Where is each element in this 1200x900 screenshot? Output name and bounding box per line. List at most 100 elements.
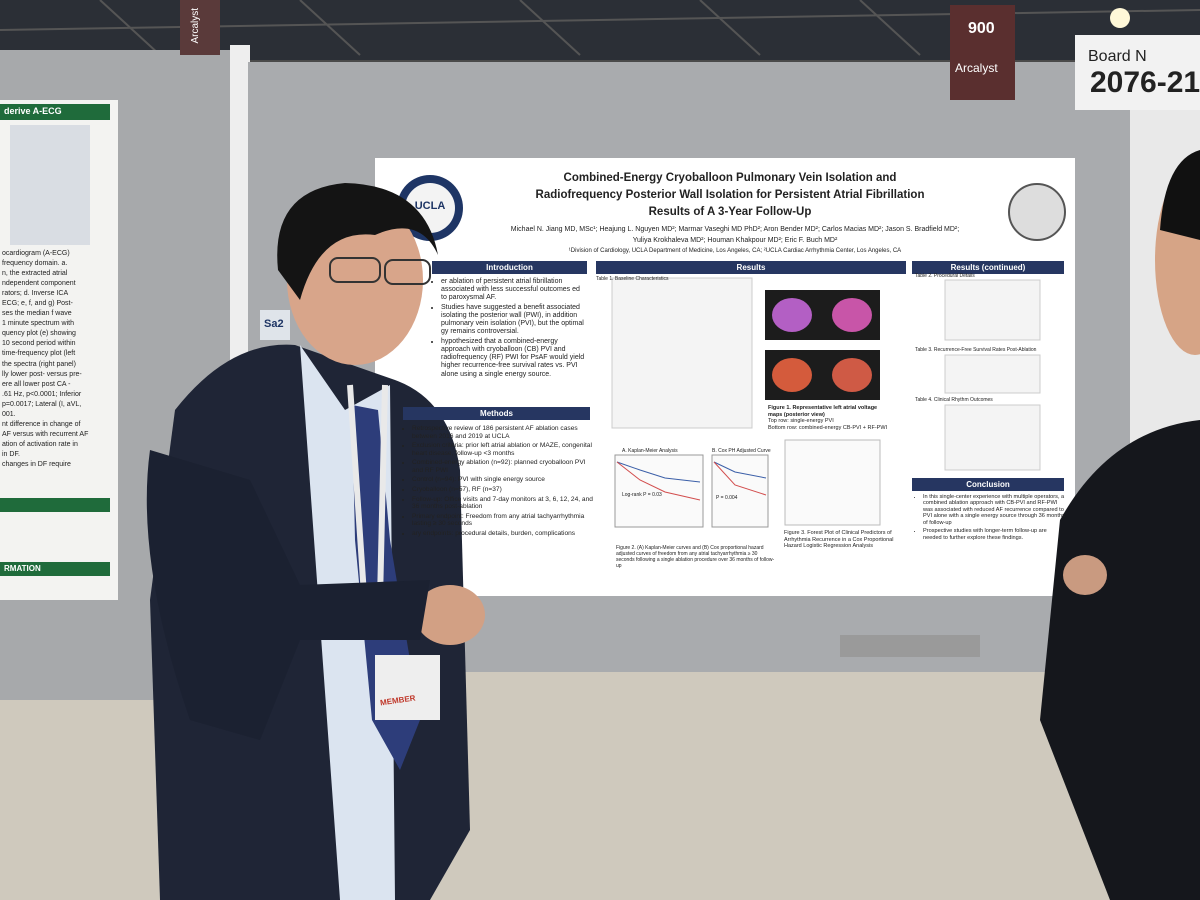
curve <box>616 461 701 483</box>
hair <box>277 183 438 300</box>
hands <box>415 585 485 645</box>
bullet-list: Retrospective review of 186 persistent A… <box>403 425 593 538</box>
attendee <box>1040 150 1200 900</box>
table-2 <box>944 279 1041 341</box>
caption-line: Bottom row: combined-energy CB-PVI + RF-… <box>768 424 888 431</box>
method-bullet: Combined-energy ablation (n=92): planned… <box>412 459 593 474</box>
table-caption: Table 2. Procedural Details <box>915 273 975 279</box>
method-bullet: Control (n=94): PVI with single energy s… <box>412 476 593 484</box>
text-line: ECG; e, f, and g) Post- <box>2 300 73 308</box>
text-line: 1 minute spectrum with <box>2 320 74 328</box>
board-sign <box>1075 35 1200 110</box>
banner <box>180 0 220 55</box>
session-card <box>260 310 290 340</box>
intro-bullet: Studies have suggested a benefit associa… <box>441 304 587 336</box>
section-heading: Results (continued) <box>912 261 1064 274</box>
booth-number: 900 <box>968 20 995 37</box>
stat-label: Log-rank P = 0.03 <box>622 492 662 498</box>
badge <box>375 655 440 720</box>
left-poster-band <box>0 562 110 576</box>
uc-seal <box>1008 183 1066 241</box>
left-poster-band <box>0 498 110 512</box>
title-line: Combined-Energy Cryoballoon Pulmonary Ve… <box>563 172 897 184</box>
table-3 <box>944 354 1041 394</box>
figure-caption: Figure 2. (A) Kaplan-Meier curves and (B… <box>616 545 775 569</box>
text-line: nt difference in change of <box>2 420 81 428</box>
panel-label: B. Cox PH Adjusted Curve <box>712 448 771 454</box>
lanyard <box>347 384 388 611</box>
text-line: the spectra (right panel) <box>2 360 76 368</box>
text-line: quency plot (e) showing <box>2 330 76 338</box>
glasses <box>384 259 431 285</box>
text-line: frequency domain. a. <box>2 260 68 268</box>
text-line: ation of activation rate in <box>2 440 78 448</box>
atrium-map <box>772 298 812 332</box>
section-heading: Introduction <box>432 261 587 274</box>
author-line: Michael N. Jiang MD, MSc¹; Heajung L. Ng… <box>510 226 960 233</box>
conclusion-text: In this single-center experience with mu… <box>914 494 1066 543</box>
text-line: p=0.0017; Lateral (I, aVL, <box>2 400 82 408</box>
atrium-map <box>772 358 812 392</box>
bullet-list: In this single-center experience with mu… <box>914 494 1066 541</box>
left-poster-footer: RMATION <box>4 564 41 573</box>
left-poster-band <box>0 104 110 120</box>
methods-text: Retrospective review of 186 persistent A… <box>403 425 593 540</box>
forest-plot <box>784 439 881 526</box>
figure-caption: Figure 1. Representative left atrial vol… <box>768 405 888 431</box>
text-line: 10 second period within <box>2 340 76 348</box>
text-line: ere all lower post CA - <box>2 380 71 388</box>
atrium-map <box>832 358 872 392</box>
section-heading: Conclusion <box>912 478 1064 491</box>
bullet-list: er ablation of persistent atrial fibrill… <box>432 278 587 379</box>
attendee-body <box>1040 420 1200 900</box>
curve <box>713 461 767 479</box>
title-line: Results of A 3-Year Follow-Up <box>648 206 812 218</box>
text-line: ocardiogram (A-ECG) <box>2 250 70 257</box>
text-line: time-frequency plot (left <box>2 350 76 358</box>
text-line: 001. <box>2 410 16 418</box>
panel-label: A. Kaplan-Meier Analysis <box>622 448 678 454</box>
text-line: .61 Hz, p<0.0001; Inferior <box>2 390 82 398</box>
poster-authors: Michael N. Jiang MD, MSc¹; Heajung L. Ng… <box>470 224 1000 246</box>
text-line: changes in DF require <box>2 460 71 468</box>
poster-affiliation: ¹Division of Cardiology, UCLA Department… <box>568 248 902 254</box>
method-bullet: Primary endpoint: Freedom from any atria… <box>412 513 593 528</box>
method-bullet: Exclusion criteria: prior left atrial ab… <box>412 442 593 457</box>
attendee-hand <box>1063 555 1107 595</box>
method-bullet: Cryoballoon (n=57), RF (n=37) <box>412 486 593 494</box>
booth-sign <box>950 5 1015 100</box>
table-1 <box>611 277 753 429</box>
table-4 <box>944 404 1041 471</box>
intro-bullet: hypothesized that a combined-energy appr… <box>441 338 587 378</box>
curve <box>713 461 767 496</box>
session-code: Sa2 <box>264 318 284 330</box>
poster-title: Combined-Energy Cryoballoon Pulmonary Ve… <box>470 170 990 221</box>
method-bullet: Follow-up: Office visits and 7-day monit… <box>412 496 593 511</box>
stat-label: P = 0.004 <box>716 495 738 501</box>
intro-bullet: er ablation of persistent atrial fibrill… <box>441 278 587 302</box>
atrium-map <box>832 298 872 332</box>
ceiling-light <box>1110 8 1130 28</box>
left-poster-header: derive A-ECG <box>4 106 62 116</box>
board-label: Board N <box>1088 48 1147 65</box>
conclusion-bullet: In this single-center experience with mu… <box>923 494 1066 526</box>
km-plot <box>614 454 704 528</box>
logo-text: UCLA <box>414 200 446 212</box>
title-line: Radiofrequency Posterior Wall Isolation … <box>535 189 925 201</box>
conclusion-bullet: Prospective studies with longer-term fol… <box>923 528 1066 541</box>
table-caption: Table 3. Recurrence-Free Survival Rates … <box>915 347 1037 353</box>
intro-text: er ablation of persistent atrial fibrill… <box>432 278 587 381</box>
arm <box>146 450 431 740</box>
attendee-hair <box>1160 150 1200 240</box>
caption-line: Top row: single-energy PVI <box>768 418 834 425</box>
brand: Arcalyst <box>955 61 998 75</box>
presenter <box>146 183 485 900</box>
left-poster-text: ocardiogram (A-ECG) frequency domain. a. n… <box>2 250 114 471</box>
text-line: AF versus with recurrent AF <box>2 430 89 438</box>
section-heading: Methods <box>403 407 590 420</box>
glasses <box>329 257 381 283</box>
text-line: n, the extracted atrial <box>2 270 68 278</box>
text-line: ndependent component <box>2 280 76 288</box>
